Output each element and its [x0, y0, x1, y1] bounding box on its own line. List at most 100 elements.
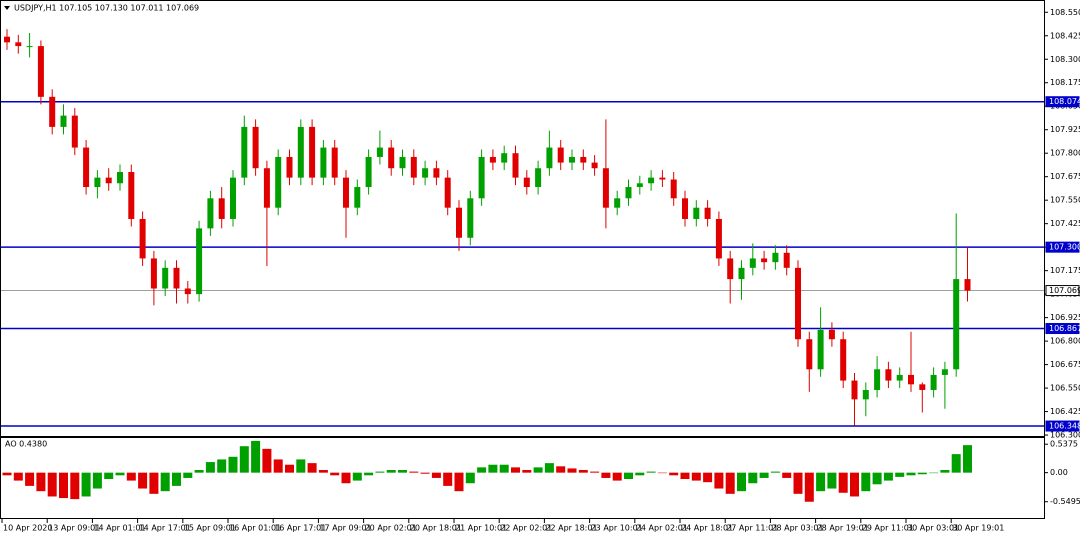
ao-bar [725, 472, 735, 494]
candle-body [128, 171, 135, 219]
candle-body [512, 153, 519, 178]
ao-bar [590, 471, 600, 473]
ao-bar [183, 472, 193, 478]
x-tick-label: 24 Apr 02:01 [636, 524, 688, 533]
y-tick-label: 106.800 [1050, 337, 1080, 346]
candle-body [693, 207, 700, 219]
ao-bar [601, 472, 611, 478]
ao-bar [307, 463, 317, 473]
candle-body [557, 147, 564, 163]
ao-bar [386, 470, 396, 473]
ao-bar [556, 466, 566, 473]
candle-body [150, 258, 157, 289]
ao-bar [827, 472, 837, 489]
ao-bar [149, 472, 159, 494]
candle-body [874, 369, 881, 390]
ao-bar [737, 472, 746, 492]
ao-bar [318, 470, 328, 473]
candle-body [467, 198, 474, 238]
y-tick-label: 107.675 [1050, 172, 1080, 181]
candle-body [546, 147, 553, 169]
x-tick-label: 16 Apr 01:01 [229, 524, 281, 533]
candle-body [535, 168, 542, 188]
ao-bar [940, 470, 950, 473]
ao-bar [251, 440, 261, 473]
ao-bar [906, 472, 916, 476]
candle-body [60, 115, 67, 127]
y-tick-label: 106.675 [1050, 360, 1080, 369]
candle-body [795, 267, 801, 340]
ao-bar [420, 472, 430, 474]
ao-bar [782, 472, 792, 478]
candle-body [376, 147, 383, 157]
candle-body [682, 198, 688, 219]
x-tick-label: 16 Apr 17:01 [274, 524, 326, 533]
candle-body [456, 207, 462, 238]
candle-body [252, 126, 259, 169]
candle-body [953, 279, 960, 370]
ao-tick-label: 0.5375 [1050, 440, 1078, 449]
x-tick-label: 21 Apr 10:01 [455, 524, 507, 533]
candle-body [919, 384, 926, 390]
candle-body [738, 267, 745, 280]
ao-bar [409, 471, 419, 473]
ao-bar [488, 464, 498, 473]
ao-bar [285, 464, 294, 473]
x-tick-label: 14 Apr 01:01 [93, 524, 145, 533]
ao-tick-label: -0.5495 [1050, 497, 1080, 506]
ao-bar [477, 467, 487, 473]
candle-body [580, 156, 587, 163]
candle-body [908, 374, 914, 385]
ao-bar [126, 472, 136, 481]
candle-body [184, 288, 191, 295]
ao-bar [273, 459, 283, 473]
candle-body [320, 147, 327, 178]
ao-tick-label: 0.00 [1050, 468, 1068, 477]
candle-body [71, 115, 78, 148]
ao-bar [669, 472, 679, 476]
candle-body [648, 177, 655, 184]
ao-bar [748, 472, 758, 484]
candle-body [343, 177, 349, 208]
candle-body [230, 177, 236, 219]
x-tick-label: 29 Apr 11:01 [862, 524, 914, 533]
candle-body [772, 252, 779, 263]
level-label: 107.300 [1049, 243, 1080, 252]
ao-bar [804, 472, 814, 502]
y-tick-label: 108.175 [1050, 78, 1080, 87]
y-tick-label: 108.300 [1050, 55, 1080, 64]
candle-body [4, 36, 10, 43]
level-label: 107.069 [1049, 286, 1080, 295]
ao-bar [217, 459, 227, 473]
candle-body [761, 258, 768, 263]
ao-bar [770, 471, 780, 473]
ao-bar [364, 472, 374, 476]
ao-bar [398, 470, 407, 473]
candle-body [591, 162, 598, 169]
level-box [1045, 285, 1080, 297]
candle-body [331, 147, 338, 178]
candle-body [862, 389, 869, 400]
x-tick-label: 22 Apr 18:01 [545, 524, 597, 533]
indicator-title: AO 0.4380 [5, 440, 47, 449]
x-tick-label: 30 Apr 19:01 [952, 524, 1004, 533]
candle-body [817, 329, 824, 370]
candle-body [94, 177, 101, 188]
candle-body [105, 177, 112, 184]
x-tick-label: 27 Apr 11:01 [726, 524, 778, 533]
ao-bar [352, 472, 362, 481]
candle-body [659, 177, 666, 180]
ao-bar [793, 472, 803, 494]
candle-body [478, 156, 485, 199]
y-tick-label: 106.925 [1050, 313, 1080, 322]
ao-bar [929, 472, 939, 474]
x-tick-label: 24 Apr 18:01 [681, 524, 733, 533]
ao-bar [522, 470, 532, 473]
ao-bar [81, 472, 91, 497]
ao-bar [883, 472, 893, 481]
candle-body [399, 156, 406, 169]
candle-body [523, 177, 530, 188]
candle-body [275, 156, 282, 208]
candle-body [501, 153, 508, 163]
y-tick-label: 106.425 [1050, 407, 1080, 416]
